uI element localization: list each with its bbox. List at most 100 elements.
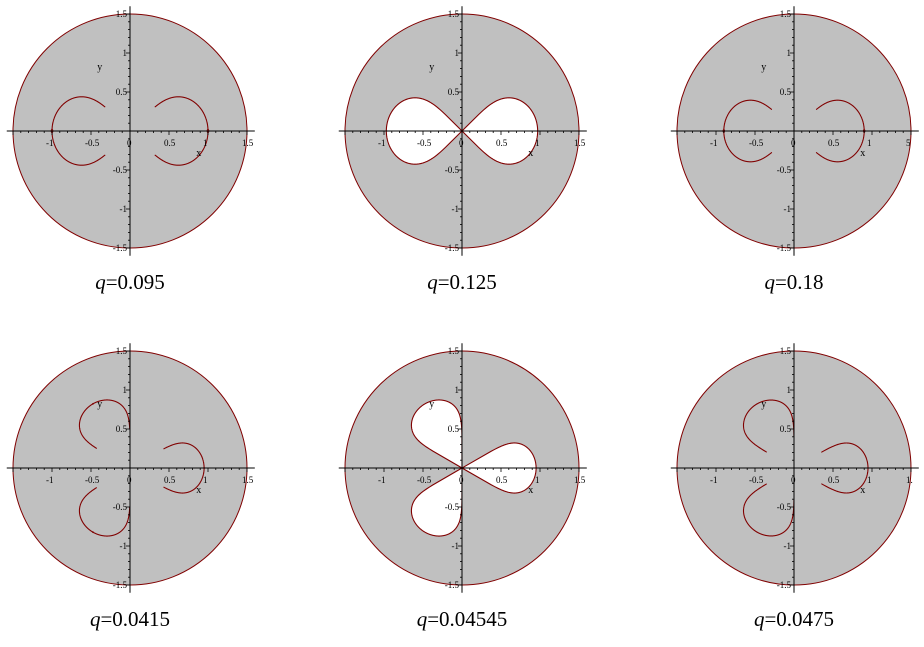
inner-region-curve-1 <box>50 96 106 166</box>
y-axis-label: y <box>761 62 766 73</box>
x-tick-label: -1 <box>46 475 54 485</box>
plot-panel-q-018: -1 -0.5 0 0.5 1 5 -1.5 -1 -0.5 0.5 1 1.5 x y q=0.18 <box>664 0 924 310</box>
inner-region-curve-0 <box>163 442 205 494</box>
y-axis-label: y <box>429 399 434 410</box>
plot-panel-q-0095: -1 -0.5 0 0.5 1 1.5 -1.5 -1 -0.5 0.5 1 1.5 x y q=0.09… <box>0 0 260 310</box>
x-tick-label: 1.5 <box>242 475 254 485</box>
y-tick-label: 0.5 <box>780 87 792 97</box>
x-tick-label: 5 <box>906 138 911 148</box>
y-tick-label: -1.5 <box>777 243 792 253</box>
plot-panel-q-004545: -1 -0.5 0 0.5 1 1.5 -1.5 -1 -0.5 0.5 1 1.5 x y q=0.04… <box>332 337 592 647</box>
y-tick-label: 1.5 <box>780 9 792 19</box>
x-tick-label: -1 <box>378 475 386 485</box>
x-tick-label: -0.5 <box>749 475 764 485</box>
x-tick-label: 0.5 <box>828 475 840 485</box>
y-tick-label: -1.5 <box>113 580 128 590</box>
plot-panel-q-00415: -1 -0.5 0 0.5 1 1.5 -1.5 -1 -0.5 0.5 1 1.5 x y q=0.04… <box>0 337 260 647</box>
panel-caption: q=0.04545 <box>416 607 508 631</box>
x-tick-label: 0.5 <box>496 138 508 148</box>
x-tick-label: 0 <box>127 475 132 485</box>
plot-area: -1 -0.5 0 0.5 1 1.5 -1.5 -1 -0.5 0.5 1 1.5 x y <box>338 343 587 593</box>
y-tick-label: -1 <box>120 204 128 214</box>
x-tick-label: -0.5 <box>417 475 432 485</box>
plot-area: -1 -0.5 0 0.5 1 1.5 -1.5 -1 -0.5 0.5 1 1.5 x y <box>338 6 587 256</box>
x-tick-label: 0.5 <box>164 475 176 485</box>
x-axis-label: x <box>528 485 533 496</box>
x-axis-label: x <box>196 485 201 496</box>
y-tick-label: 0.5 <box>780 424 792 434</box>
plot-area: -1 -0.5 0 0.5 1 1.5 -1.5 -1 -0.5 0.5 1 1.5 x y <box>6 343 255 593</box>
y-tick-label: 1 <box>787 48 792 58</box>
inner-region-curve-0 <box>154 96 210 166</box>
x-axis-label: x <box>196 148 201 159</box>
caption-parameter-value: 0.18 <box>786 270 824 294</box>
x-tick-label: 1 <box>203 475 208 485</box>
y-tick-label: 1.5 <box>116 346 128 356</box>
caption-parameter-name: q <box>416 607 428 631</box>
y-tick-label: -1 <box>452 541 460 551</box>
x-tick-label: -1 <box>46 138 54 148</box>
x-tick-label: -1 <box>378 138 386 148</box>
caption-parameter-name: q <box>764 270 775 294</box>
y-tick-label: -1 <box>452 204 460 214</box>
inner-region-curve-0 <box>821 442 869 494</box>
x-tick-label: 1.5 <box>242 138 254 148</box>
plot-area: -1 -0.5 0 0.5 1 1. -1.5 -1 -0.5 0.5 1 1.5 x y <box>670 343 919 593</box>
y-tick-label: 1.5 <box>780 346 792 356</box>
y-tick-label: -1.5 <box>445 580 460 590</box>
panel-caption: q=0.0475 <box>753 607 835 631</box>
inner-region-curve-0 <box>815 99 866 163</box>
x-tick-label: -1 <box>710 138 718 148</box>
y-axis-label: y <box>429 62 434 73</box>
y-axis-label: y <box>97 399 102 410</box>
x-axis-label: x <box>860 485 865 496</box>
y-tick-label: -0.5 <box>445 165 460 175</box>
y-tick-label: 1 <box>455 48 460 58</box>
x-axis-label: x <box>528 148 533 159</box>
x-tick-label: 1 <box>203 138 208 148</box>
x-tick-label: 0 <box>791 138 796 148</box>
y-tick-label: 0.5 <box>116 87 128 97</box>
inner-region-curve-1 <box>78 399 131 449</box>
y-tick-label: -1.5 <box>777 580 792 590</box>
inner-region-curve-1 <box>722 99 773 163</box>
plot-panel-q-00475: -1 -0.5 0 0.5 1 1. -1.5 -1 -0.5 0.5 1 1.5 x y q=0.047… <box>664 337 924 647</box>
caption-parameter-name: q <box>95 270 106 294</box>
x-tick-label: 1.5 <box>574 475 586 485</box>
y-tick-label: 1 <box>123 48 128 58</box>
x-tick-label: 0 <box>791 475 796 485</box>
x-tick-label: 1. <box>906 475 913 485</box>
caption-parameter-value: 0.0415 <box>112 607 171 631</box>
panel-caption: q=0.18 <box>764 270 824 294</box>
y-tick-label: 1.5 <box>448 9 460 19</box>
plot-area: -1 -0.5 0 0.5 1 5 -1.5 -1 -0.5 0.5 1 1.5 x y <box>670 6 919 256</box>
x-tick-label: 1 <box>867 138 872 148</box>
x-tick-label: -0.5 <box>85 475 100 485</box>
y-tick-label: 0.5 <box>116 424 128 434</box>
x-tick-label: -1 <box>710 475 718 485</box>
x-tick-label: 0.5 <box>496 475 508 485</box>
x-tick-label: -0.5 <box>85 138 100 148</box>
y-axis-label: y <box>761 399 766 410</box>
y-tick-label: 1.5 <box>448 346 460 356</box>
caption-parameter-name: q <box>89 607 101 631</box>
plot-area: -1 -0.5 0 0.5 1 1.5 -1.5 -1 -0.5 0.5 1 1.5 x y <box>6 6 255 256</box>
panel-caption: q=0.095 <box>95 270 165 294</box>
x-axis-label: x <box>860 148 865 159</box>
x-tick-label: -0.5 <box>417 138 432 148</box>
y-tick-label: -1 <box>120 541 128 551</box>
x-tick-label: 1.5 <box>574 138 586 148</box>
y-tick-label: -0.5 <box>777 502 792 512</box>
x-tick-label: 0 <box>127 138 132 148</box>
panel-caption: q=0.0415 <box>89 607 171 631</box>
y-tick-label: -1.5 <box>445 243 460 253</box>
y-tick-label: 1 <box>455 385 460 395</box>
y-tick-label: -1.5 <box>113 243 128 253</box>
x-tick-label: 0.5 <box>164 138 176 148</box>
y-tick-label: -1 <box>784 204 792 214</box>
y-tick-label: -1 <box>784 541 792 551</box>
y-axis-label: y <box>97 62 102 73</box>
inner-region-curve-1 <box>742 399 795 453</box>
x-tick-label: -0.5 <box>749 138 764 148</box>
y-tick-label: -0.5 <box>777 165 792 175</box>
